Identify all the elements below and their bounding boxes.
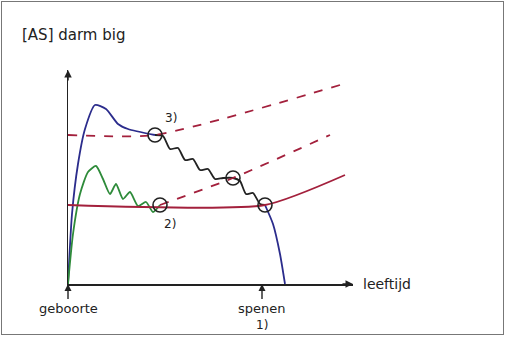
svg-text:3): 3): [165, 111, 177, 125]
svg-text:leeftijd: leeftijd: [363, 276, 411, 292]
svg-text:[AS] darm big: [AS] darm big: [22, 26, 125, 44]
svg-text:2): 2): [164, 217, 176, 231]
svg-text:1): 1): [256, 318, 268, 332]
svg-text:spenen: spenen: [238, 301, 286, 316]
svg-text:geboorte: geboorte: [39, 301, 98, 316]
